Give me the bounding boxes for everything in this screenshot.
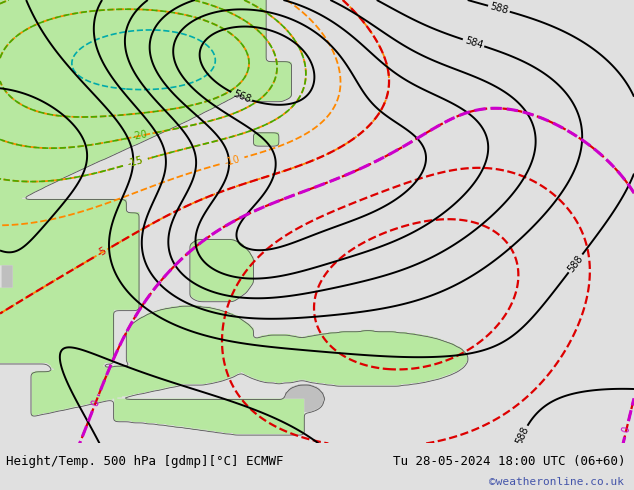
- Text: 0: 0: [621, 425, 632, 433]
- Text: Tu 28-05-2024 18:00 UTC (06+60): Tu 28-05-2024 18:00 UTC (06+60): [393, 455, 626, 467]
- Text: -20: -20: [131, 129, 148, 142]
- Text: 568: 568: [231, 89, 252, 105]
- Text: 588: 588: [489, 1, 509, 16]
- Text: ©weatheronline.co.uk: ©weatheronline.co.uk: [489, 477, 624, 487]
- Text: -15: -15: [126, 155, 145, 169]
- Text: -5: -5: [96, 245, 109, 259]
- Text: -15: -15: [126, 155, 145, 169]
- Text: Height/Temp. 500 hPa [gdmp][°C] ECMWF: Height/Temp. 500 hPa [gdmp][°C] ECMWF: [6, 455, 284, 467]
- Text: 584: 584: [463, 35, 484, 50]
- Text: 588: 588: [514, 425, 531, 446]
- Text: 588: 588: [566, 253, 585, 274]
- Text: 0: 0: [89, 399, 101, 408]
- Text: -10: -10: [223, 154, 241, 168]
